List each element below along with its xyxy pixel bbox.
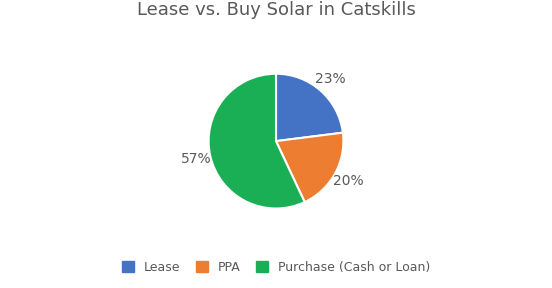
Title: Lease vs. Buy Solar in Catskills: Lease vs. Buy Solar in Catskills [136,1,416,19]
Text: 23%: 23% [315,73,346,86]
Wedge shape [276,133,343,202]
Legend: Lease, PPA, Purchase (Cash or Loan): Lease, PPA, Purchase (Cash or Loan) [116,256,436,279]
Text: 57%: 57% [181,152,211,166]
Wedge shape [209,74,305,209]
Wedge shape [276,74,343,141]
Text: 20%: 20% [333,174,363,188]
